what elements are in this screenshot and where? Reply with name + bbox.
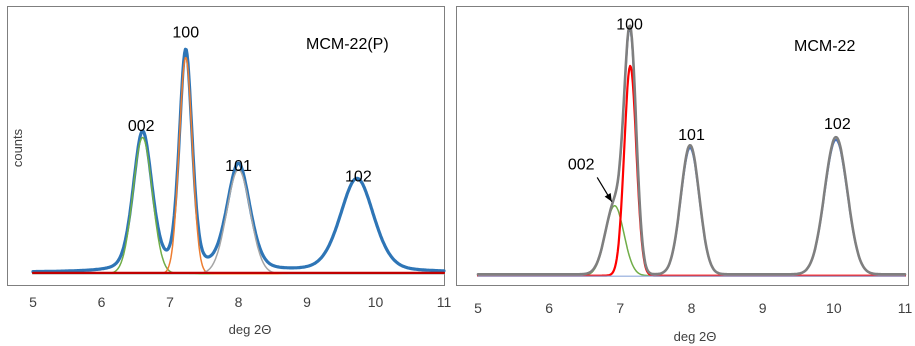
x-tick-label: 10	[368, 294, 384, 310]
peak-label-100: 100	[172, 24, 199, 41]
chart-panel-mcm22: 5 6 7 8 9 10 11 100 101 102 002 MCM-22 deg 2Θ	[456, 6, 912, 344]
peak-annotations: 002 100 101 102	[128, 24, 372, 185]
x-axis-label: deg 2Θ	[229, 322, 272, 337]
x-tick-label: 11	[437, 294, 452, 310]
peak-label-102: 102	[345, 169, 372, 186]
x-tick-labels: 5 6 7 8 9 10 11	[474, 300, 912, 316]
series-line-2	[476, 64, 907, 277]
peak-label-102: 102	[824, 116, 851, 133]
series-lines	[476, 24, 907, 277]
peak-label-101: 101	[225, 158, 252, 175]
sample-label: MCM-22	[794, 38, 855, 55]
x-tick-label: 7	[166, 294, 174, 310]
annotation-arrow-head	[604, 193, 612, 202]
plot-frame	[7, 6, 445, 286]
peak-label-002: 002	[568, 156, 595, 173]
x-tick-label: 7	[616, 300, 624, 316]
series-line-0	[31, 47, 446, 274]
x-tick-label: 9	[303, 294, 311, 310]
peak-label-101: 101	[678, 127, 705, 144]
series-line-4	[476, 24, 907, 276]
peak-label-002: 002	[128, 118, 155, 135]
x-tick-label: 9	[759, 300, 767, 316]
x-tick-label: 6	[98, 294, 106, 310]
peak-annotations: 100 101 102 002	[568, 17, 851, 202]
x-tick-labels: 5 6 7 8 9 10 11	[29, 294, 451, 310]
x-tick-label: 6	[545, 300, 553, 316]
x-tick-label: 5	[29, 294, 37, 310]
x-axis-label: deg 2Θ	[674, 329, 717, 344]
x-tick-label: 11	[898, 300, 913, 316]
y-axis-label: counts	[10, 128, 25, 167]
plot-frame	[456, 6, 909, 286]
series-line-1	[477, 205, 906, 277]
series-line-3	[32, 168, 445, 275]
sample-label: MCM-22(P)	[306, 36, 389, 53]
peak-label-100: 100	[616, 17, 643, 34]
x-tick-label: 5	[474, 300, 482, 316]
x-tick-label: 8	[235, 294, 243, 310]
x-tick-label: 8	[688, 300, 696, 316]
x-tick-label: 10	[826, 300, 842, 316]
series-lines	[31, 47, 446, 275]
